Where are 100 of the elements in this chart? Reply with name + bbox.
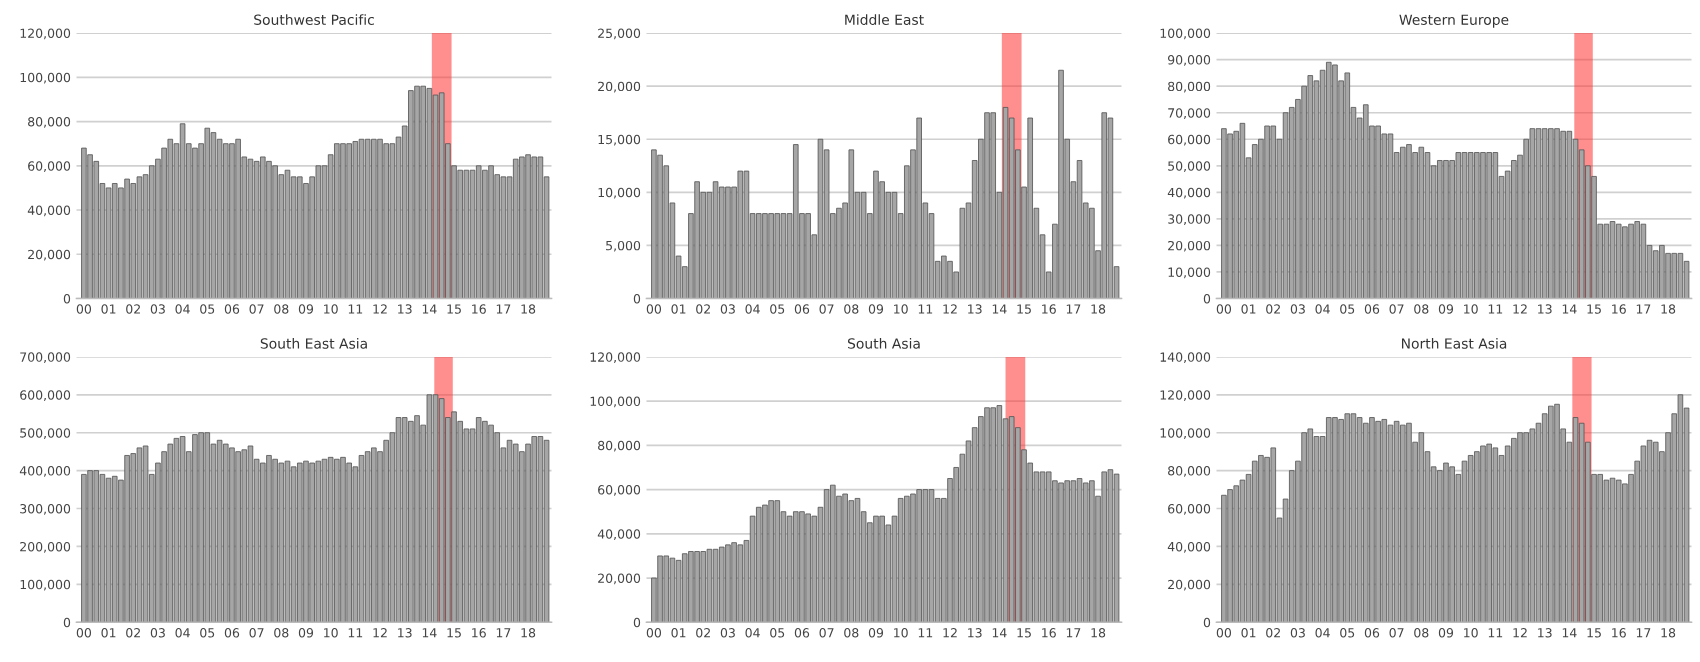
- bar: [482, 169, 488, 299]
- bar: [290, 466, 297, 623]
- bar: [774, 213, 781, 299]
- bar: [1082, 482, 1089, 623]
- bar: [99, 474, 106, 623]
- bar: [358, 138, 365, 299]
- bar: [817, 138, 824, 299]
- bar: [531, 436, 537, 623]
- bar: [87, 470, 93, 623]
- bar: [959, 207, 966, 299]
- bar: [1529, 428, 1536, 623]
- bar: [537, 436, 544, 623]
- bar: [1039, 471, 1046, 623]
- bar: [1665, 252, 1671, 299]
- bar: [1418, 146, 1425, 299]
- bar: [1251, 460, 1258, 623]
- bar: [688, 551, 694, 623]
- bar: [1486, 152, 1492, 299]
- bar: [1628, 223, 1634, 299]
- bar: [1461, 460, 1468, 623]
- bar: [1437, 470, 1443, 623]
- bar: [1609, 221, 1616, 299]
- bar: [879, 515, 885, 623]
- bar: [1307, 428, 1314, 623]
- bar: [1554, 128, 1560, 299]
- bar: [1566, 130, 1573, 299]
- bar: [383, 143, 389, 299]
- bar: [179, 123, 186, 299]
- bar: [463, 428, 470, 623]
- bar: [1535, 128, 1542, 299]
- bar: [1307, 75, 1314, 299]
- bar: [469, 169, 476, 299]
- bar: [519, 451, 525, 623]
- bar: [700, 551, 707, 623]
- bar: [1652, 250, 1659, 299]
- bar: [229, 143, 235, 299]
- bar: [1089, 480, 1095, 623]
- bar: [247, 445, 254, 623]
- bar: [854, 498, 861, 623]
- bar: [1319, 69, 1326, 299]
- bar: [737, 170, 744, 299]
- bar: [897, 498, 904, 623]
- bar: [848, 149, 855, 299]
- bar: [327, 456, 334, 623]
- bar: [984, 112, 990, 299]
- bar: [928, 489, 935, 623]
- bar: [414, 85, 420, 299]
- bar: [81, 147, 87, 299]
- bar: [216, 439, 223, 623]
- bar: [910, 493, 916, 623]
- bar: [414, 415, 420, 623]
- bar: [1381, 419, 1388, 623]
- bar: [1603, 479, 1610, 623]
- bar: [204, 127, 211, 299]
- bar: [1064, 480, 1070, 623]
- bar: [1375, 420, 1381, 623]
- bar: [321, 458, 328, 623]
- bar: [111, 475, 118, 623]
- bar: [1511, 160, 1517, 299]
- bar: [253, 160, 260, 299]
- bar: [192, 434, 198, 623]
- bar: [1381, 133, 1388, 299]
- bar: [512, 443, 519, 623]
- bar: [260, 156, 266, 299]
- bar: [1400, 424, 1406, 623]
- bar: [1264, 125, 1270, 299]
- bar: [1089, 207, 1095, 299]
- bar: [1523, 432, 1529, 623]
- bar: [1107, 117, 1114, 299]
- bar: [142, 445, 149, 623]
- bar: [210, 132, 217, 299]
- bar: [675, 559, 682, 623]
- bar: [1101, 471, 1107, 623]
- bar: [340, 143, 346, 299]
- bar: [1572, 138, 1579, 299]
- bar: [663, 555, 669, 623]
- bar: [1671, 252, 1677, 299]
- bar: [531, 156, 537, 299]
- bar: [1045, 471, 1052, 623]
- bar: [848, 500, 855, 623]
- bar: [463, 169, 470, 299]
- bar: [1449, 466, 1455, 623]
- bar: [1363, 422, 1369, 623]
- bar: [842, 493, 848, 623]
- bar: [1233, 485, 1239, 623]
- bar: [1412, 152, 1418, 299]
- bar: [749, 515, 756, 623]
- bar: [383, 439, 389, 623]
- bar: [105, 187, 112, 299]
- bar: [346, 462, 352, 623]
- bar: [346, 143, 352, 299]
- bar: [860, 191, 867, 299]
- bar: [352, 141, 359, 299]
- bar: [223, 143, 229, 299]
- bar: [1107, 469, 1114, 623]
- bar: [364, 138, 371, 299]
- bar: [712, 548, 719, 623]
- bar: [1326, 61, 1332, 299]
- bar: [1002, 106, 1009, 299]
- bar: [1652, 441, 1659, 623]
